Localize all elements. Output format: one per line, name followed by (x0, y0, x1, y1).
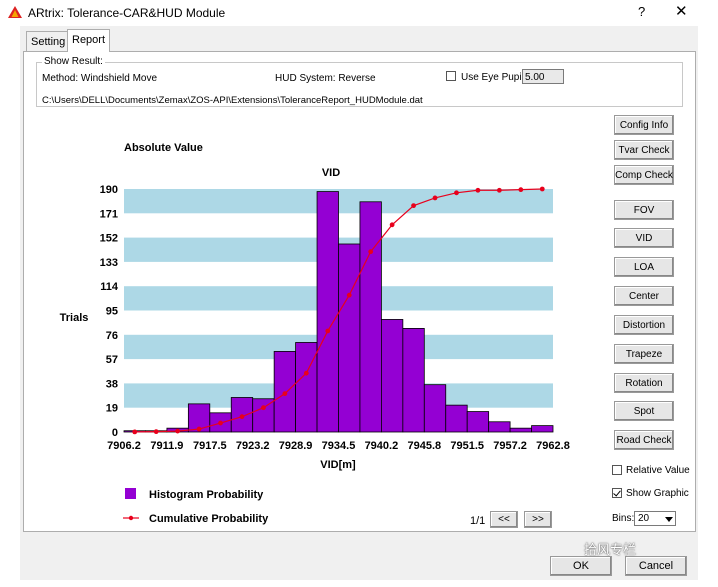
watermark-text: 拾风专栏 (584, 542, 637, 557)
show-graphic-label: Show Graphic (626, 488, 689, 499)
rotation-button[interactable]: Rotation (614, 373, 674, 393)
spot-button[interactable]: Spot (614, 401, 674, 421)
chevron-down-icon (665, 517, 673, 522)
bins-value: 20 (638, 513, 650, 524)
distortion-button[interactable]: Distortion (614, 315, 674, 335)
bins-select[interactable]: 20 (634, 511, 676, 526)
window-title: ARtrix: Tolerance-CAR&HUD Module (28, 6, 226, 20)
tab-report[interactable]: Report (67, 29, 111, 52)
report-panel (23, 51, 696, 532)
show-result-group (36, 62, 683, 107)
file-path: C:\Users\DELL\Documents\Zemax\ZOS-API\Ex… (42, 95, 423, 106)
app-logo-icon (8, 6, 22, 18)
loa-button[interactable]: LOA (614, 257, 674, 277)
method-label: Method: Windshield Move (42, 73, 158, 84)
page-indicator: 1/1 (470, 515, 486, 527)
show-graphic-checkbox[interactable] (612, 488, 622, 498)
use-eye-pupil-checkbox[interactable] (446, 71, 456, 81)
ok-button[interactable]: OK (550, 556, 612, 576)
cancel-button[interactable]: Cancel (625, 556, 687, 576)
show-result-title: Show Result: (42, 56, 105, 67)
help-button[interactable]: ? (638, 4, 646, 19)
use-eye-pupil-label: Use Eye Pupil (461, 72, 524, 83)
relative-value-label: Relative Value (626, 465, 690, 476)
center-button[interactable]: Center (614, 286, 674, 306)
tab-setting[interactable]: Setting (26, 31, 71, 52)
eye-pupil-input[interactable]: 5.00 (522, 69, 564, 84)
road-check-button[interactable]: Road Check (614, 430, 674, 450)
fov-button[interactable]: FOV (614, 200, 674, 220)
trapeze-button[interactable]: Trapeze (614, 344, 674, 364)
tvar-check-button[interactable]: Tvar Check (614, 140, 674, 160)
prev-page-button[interactable]: << (490, 511, 518, 528)
close-button[interactable]: ✕ (675, 3, 688, 20)
comp-check-button[interactable]: Comp Check (614, 165, 674, 185)
relative-value-checkbox[interactable] (612, 465, 622, 475)
hud-system-label: HUD System: Reverse (275, 73, 376, 84)
config-info-button[interactable]: Config Info (614, 115, 674, 135)
next-page-button[interactable]: >> (524, 511, 552, 528)
title-bar: ARtrix: Tolerance-CAR&HUD Module ? ✕ (0, 0, 718, 26)
vid-button[interactable]: VID (614, 228, 674, 248)
bins-label: Bins: (612, 513, 635, 524)
